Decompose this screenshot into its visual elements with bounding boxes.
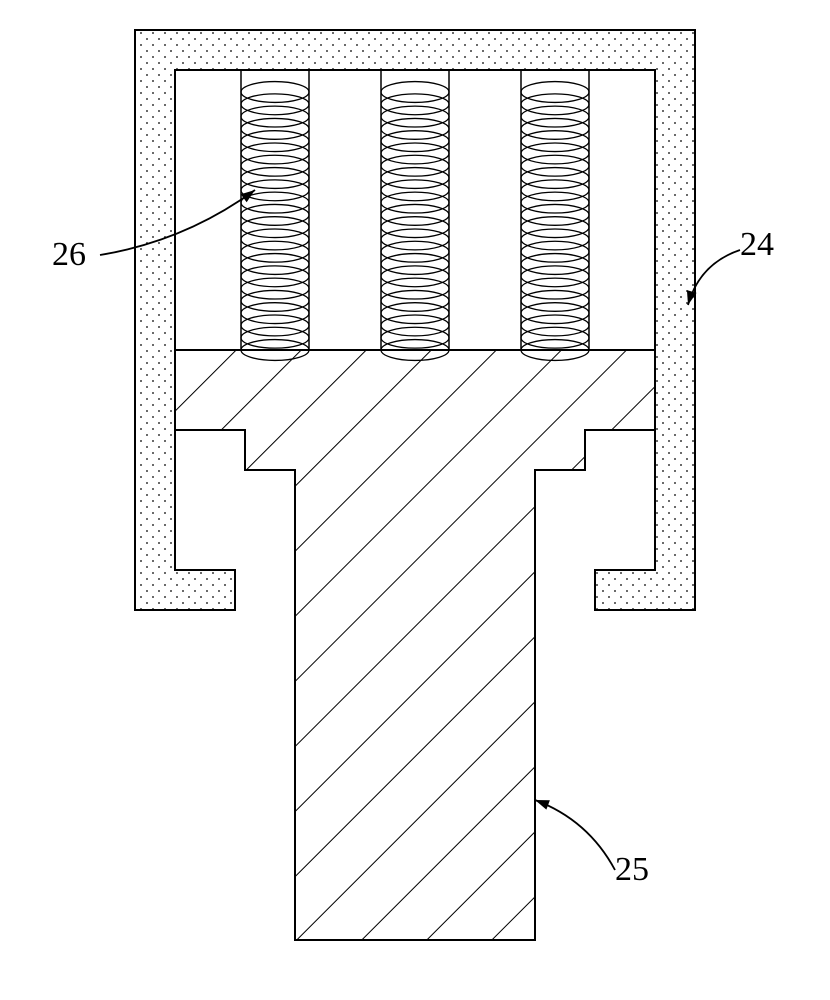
spring-26 [241, 70, 309, 360]
callout-25: 25 [615, 851, 649, 888]
spring-26 [381, 70, 449, 360]
diagram-svg: 26 24 25 [0, 0, 830, 1000]
callout-24: 24 [740, 226, 774, 263]
callout-26: 26 [52, 236, 86, 273]
plunger-25 [175, 350, 655, 940]
spring-26 [521, 70, 589, 360]
